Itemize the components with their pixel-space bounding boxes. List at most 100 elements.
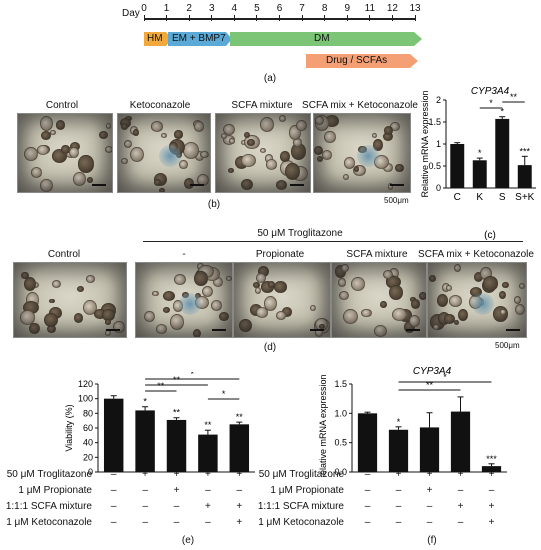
condition-sign: – xyxy=(364,517,371,528)
condition-sign: + xyxy=(204,501,211,512)
organoid xyxy=(24,147,38,162)
y-tick-label: 0 xyxy=(436,183,441,193)
organoid xyxy=(31,167,43,178)
organoid xyxy=(500,309,507,315)
organoid xyxy=(419,292,426,301)
organoid xyxy=(221,132,228,139)
panel-label-c: (c) xyxy=(484,230,496,240)
y-tick-label: 40 xyxy=(83,438,93,448)
organoid xyxy=(144,310,156,323)
condition-sign: – xyxy=(364,501,371,512)
scale-bar xyxy=(290,184,304,186)
chart-f: CYP3A4 0.0 0.5 1.0 1.5 Relative mRNA express… xyxy=(318,366,507,476)
organoid xyxy=(194,271,208,286)
micrograph-d-scfa-keto xyxy=(427,262,527,338)
organoid xyxy=(123,139,132,148)
organoid xyxy=(275,310,286,320)
organoid xyxy=(324,131,336,144)
scale-bar xyxy=(92,184,106,186)
bar xyxy=(450,411,471,472)
organoid xyxy=(163,307,170,314)
condition-sign: – xyxy=(395,517,402,528)
organoid xyxy=(437,294,449,308)
y-tick-label: 0 xyxy=(88,467,93,477)
organoid xyxy=(518,282,526,290)
organoid xyxy=(254,287,261,295)
condition-sign: + xyxy=(236,501,243,512)
condition-sign: – xyxy=(426,517,433,528)
micrograph-scfa xyxy=(215,113,311,193)
organoid xyxy=(372,138,384,151)
bar xyxy=(419,427,440,472)
y-tick-label: 1.5 xyxy=(428,117,441,127)
organoid xyxy=(444,314,455,324)
organoid xyxy=(316,155,323,162)
panel-b-label-scfa: SCFA mixture xyxy=(231,100,293,111)
organoid xyxy=(314,145,324,155)
significance-star: ** xyxy=(204,420,212,430)
organoid xyxy=(173,130,183,139)
organoid xyxy=(410,298,421,309)
organoid xyxy=(170,314,184,330)
timeline-day-label: 7 xyxy=(299,3,305,14)
organoid xyxy=(219,311,229,322)
organoid xyxy=(193,121,204,132)
condition-sign: – xyxy=(110,517,117,528)
organoid xyxy=(210,299,223,311)
condition-sign: – xyxy=(395,501,402,512)
timeline-tick xyxy=(211,15,213,21)
timeline-day-label: 13 xyxy=(409,3,421,14)
comparison-label: * xyxy=(190,372,194,379)
organoid xyxy=(151,121,163,132)
organoid xyxy=(154,179,162,186)
micrograph-d-scfa xyxy=(331,262,427,338)
organoid xyxy=(256,272,266,283)
stain-spot xyxy=(159,145,182,168)
organoid xyxy=(371,132,377,139)
organoid xyxy=(40,178,53,192)
timeline-day-label: 5 xyxy=(254,3,260,14)
panel-label-b: (b) xyxy=(207,199,221,210)
organoid xyxy=(39,115,54,132)
condition-sign: – xyxy=(142,485,148,496)
panel-b-label-scfa-keto: SCFA mix + Ketoconazole xyxy=(302,100,418,111)
organoid xyxy=(105,122,112,130)
timeline-day-label: 4 xyxy=(231,3,238,14)
condition-sign: – xyxy=(236,485,243,496)
condition-label: 1 μM Ketoconazole xyxy=(6,517,92,528)
organoid xyxy=(120,157,128,165)
x-tick-label: C xyxy=(454,192,461,203)
stain-spot xyxy=(179,292,202,315)
organoid xyxy=(36,144,49,156)
condition-sign: – xyxy=(457,517,464,528)
condition-sign: – xyxy=(173,501,180,512)
scale-label-b: 500μm xyxy=(384,196,409,205)
timeline-day-label: 11 xyxy=(364,3,376,14)
organoid xyxy=(428,274,437,283)
organoid xyxy=(98,130,108,139)
organoid xyxy=(77,285,84,292)
organoid xyxy=(265,159,277,170)
bar xyxy=(495,118,510,188)
condition-sign: – xyxy=(142,517,148,528)
organoid xyxy=(78,155,94,173)
organoid xyxy=(514,303,526,315)
organoid xyxy=(502,281,509,289)
condition-label: 1 μM Ketoconazole xyxy=(258,517,344,528)
comparison-label: ** xyxy=(510,92,518,102)
y-tick-label: 1.5 xyxy=(334,379,347,389)
x-tick-label: K xyxy=(476,192,483,203)
organoid xyxy=(498,290,506,299)
organoid xyxy=(389,284,403,300)
bar xyxy=(450,144,465,188)
condition-sign: – xyxy=(426,501,433,512)
organoid xyxy=(104,319,112,325)
timeline-tick xyxy=(143,15,145,21)
significance-star: * xyxy=(143,397,147,407)
panel-label-a: (a) xyxy=(263,73,277,84)
organoid xyxy=(129,146,144,163)
organoid xyxy=(241,178,254,190)
bar xyxy=(388,429,409,472)
timeline-day-label: 1 xyxy=(163,3,170,14)
micrograph-ketoconazole xyxy=(117,113,211,193)
